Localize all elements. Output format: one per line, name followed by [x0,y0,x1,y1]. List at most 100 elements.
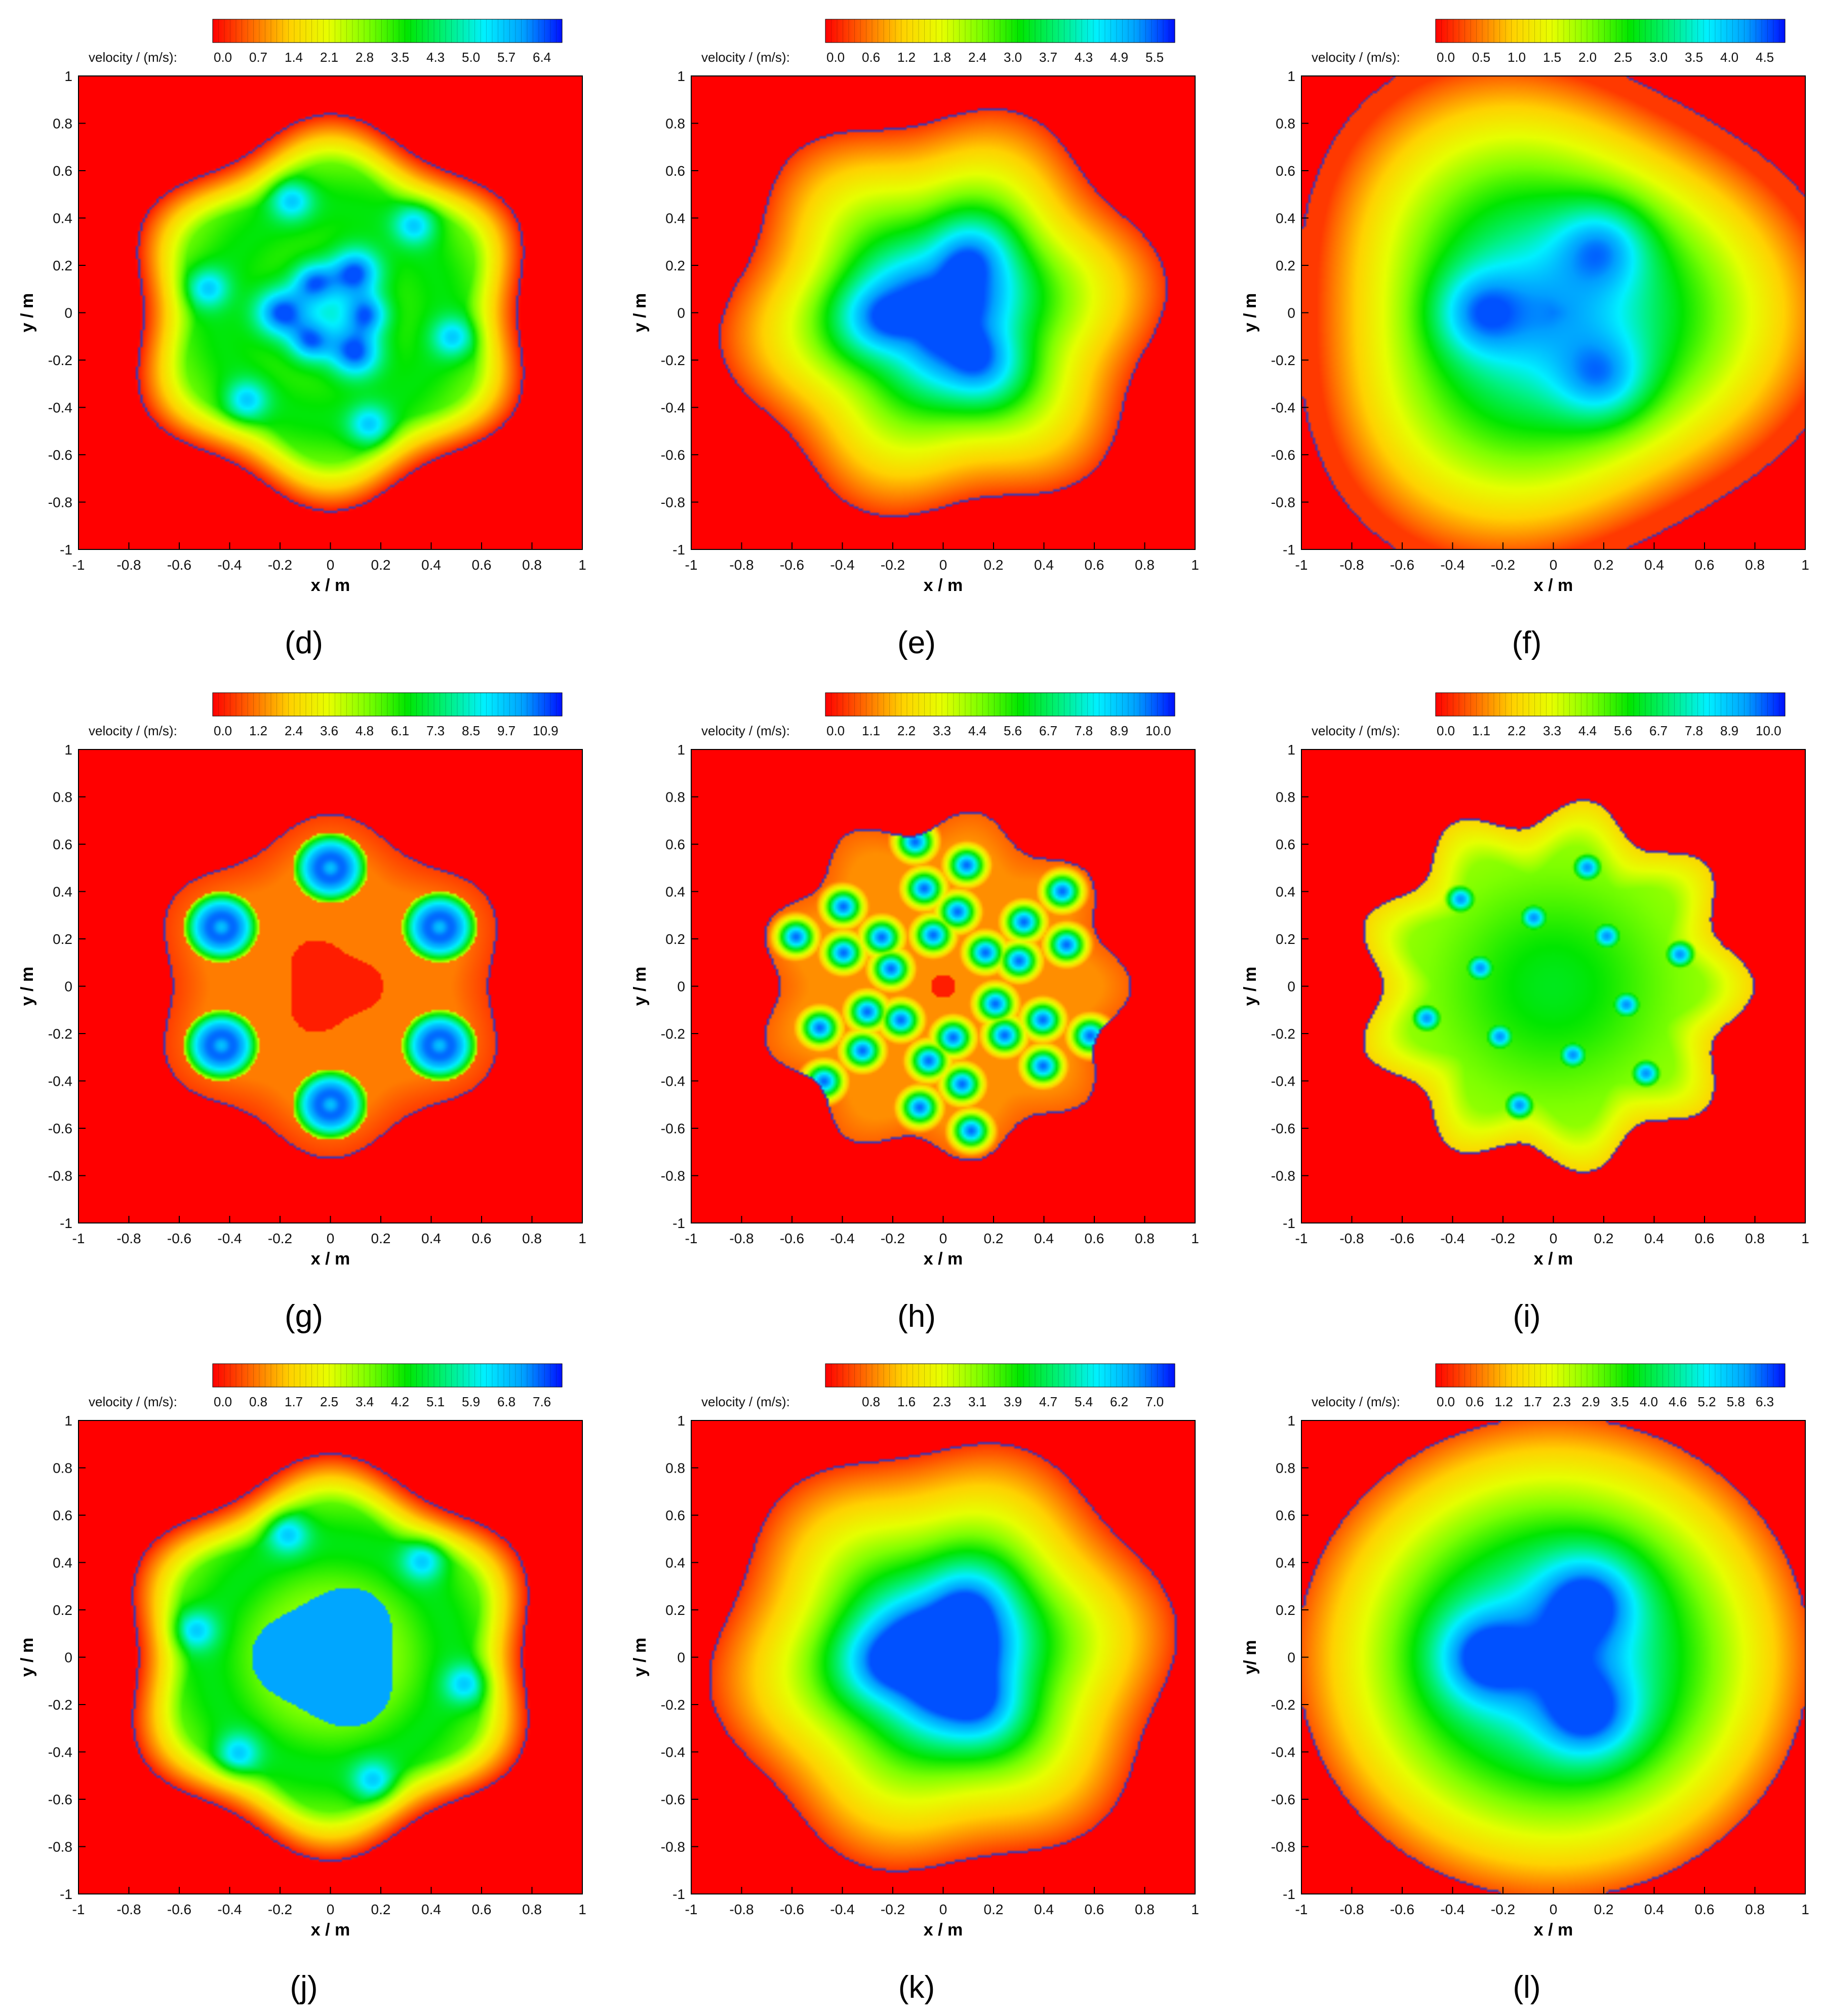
colorbar-tick-label: 2.2 [1508,723,1526,738]
y-tick-label: -0.4 [48,1745,72,1760]
y-tick-label: -0.6 [1271,1121,1295,1136]
colorbar-tick-label: 10.0 [1145,723,1171,738]
x-tick-label: -0.4 [217,1902,242,1917]
colorbar [825,692,1175,717]
colorbar-tick-label: 0.6 [862,50,880,65]
velocity-field [78,749,582,1223]
y-tick-label: 1 [1287,68,1295,84]
y-tick-label: -0.2 [661,1026,685,1042]
y-tick-label: 0.6 [1276,1508,1295,1523]
y-tick-label: -0.8 [661,1839,685,1855]
x-tick-label: 0.6 [1695,1902,1715,1917]
x-tick-label: -1 [72,557,85,573]
y-tick-label: -0.6 [48,447,72,463]
y-tick-label: -0.4 [661,1074,685,1089]
colorbar-tick-label: 0.8 [862,1394,880,1409]
colorbar-tick-label: 1.2 [1495,1394,1513,1409]
colorbar-tick-label: 0.0 [826,50,845,65]
x-tick-label: 0.6 [1085,557,1104,573]
y-tick-label: -0.2 [48,1026,72,1042]
velocity-field [1301,1420,1805,1894]
velocity-field [1301,749,1805,1223]
x-tick-label: 0.6 [472,1902,492,1917]
colorbar-tick-label: 5.2 [1697,1394,1716,1409]
y-tick-label: -0.2 [48,352,72,368]
x-axis-label: x / m [924,576,963,595]
x-tick-label: -0.8 [1339,1231,1364,1246]
velocity-field [78,1420,582,1894]
y-tick-label: 0.4 [665,211,685,226]
colorbar-tick-label: 6.7 [1039,723,1057,738]
colorbar-tick-label: 6.3 [1756,1394,1774,1409]
colorbar-tick-label: 10.9 [533,723,559,738]
y-tick-label: 0.2 [53,258,72,273]
x-tick-label: -0.4 [830,557,854,573]
y-tick-label: 0.2 [665,931,685,947]
colorbar [825,19,1175,43]
x-tick-label: -0.2 [881,1231,905,1246]
x-tick-label: 0.2 [1594,1231,1614,1246]
y-tick-label: 0.8 [53,1460,72,1476]
x-tick-label: 1 [578,1902,586,1917]
y-axis-label: y / m [1241,967,1260,1006]
y-tick-label: -0.2 [661,352,685,368]
x-tick-label: -0.2 [268,1231,292,1246]
colorbar-tick-label: 2.5 [1614,50,1632,65]
x-tick-label: -0.8 [116,557,141,573]
x-tick-label: 0.8 [1135,1902,1155,1917]
x-tick-label: -0.6 [780,1902,804,1917]
panel-label: (d) [285,625,323,660]
y-tick-label: 0.8 [53,789,72,805]
y-tick-label: -0.8 [48,1168,72,1184]
x-tick-label: 1 [578,1231,586,1246]
colorbar-tick-label: 7.8 [1075,723,1093,738]
panel-label: (i) [1513,1299,1540,1334]
y-tick-label: 0 [1287,979,1295,995]
colorbar-tick-label: 5.6 [1004,723,1022,738]
panel-e: velocity / (m/s): 0.0 0.6 1.2 1.8 2.4 3.0 3.7 4.… [630,19,1199,660]
y-tick-label: -0.6 [661,1792,685,1807]
y-tick-label: -0.4 [48,400,72,416]
y-tick-label: 0.6 [53,163,72,179]
x-tick-label: 0.4 [1644,1902,1664,1917]
x-tick-label: 1 [578,557,586,573]
colorbar-tick-label: 4.0 [1720,50,1738,65]
x-tick-label: 0.4 [1644,557,1664,573]
y-tick-label: 1 [677,1413,685,1429]
colorbar-tick-label: 6.4 [533,50,551,65]
y-tick-label: 0.4 [665,884,685,900]
x-tick-label: -0.6 [1390,557,1414,573]
colorbar-tick-label: 3.6 [320,723,338,738]
colorbar-tick-label: 6.2 [1110,1394,1128,1409]
x-tick-label: 0.8 [1135,1231,1155,1246]
panel-label: (g) [285,1299,323,1334]
x-tick-label: 0.8 [1745,1231,1765,1246]
y-tick-label: -0.8 [1271,1168,1295,1184]
y-tick-label: 1 [64,742,72,758]
y-tick-label: 0.4 [53,884,72,900]
x-tick-label: 0.6 [1695,557,1715,573]
y-tick-label: 0.8 [1276,789,1295,805]
x-tick-label: -1 [72,1231,85,1246]
y-tick-label: -0.8 [1271,495,1295,510]
y-tick-label: 1 [677,742,685,758]
panel-label: (f) [1512,625,1542,660]
colorbar-tick-label: 0.0 [214,50,232,65]
x-tick-label: -0.6 [167,1902,191,1917]
colorbar [1435,19,1786,43]
colorbar-tick-label: 8.9 [1110,723,1128,738]
x-tick-label: 0.2 [1594,1902,1614,1917]
y-tick-label: -0.4 [1271,400,1295,416]
colorbar-tick-label: 5.5 [1145,50,1164,65]
colorbar-tick-label: 3.5 [391,50,409,65]
panel-j: velocity / (m/s): 0.0 0.8 1.7 2.5 3.4 4.2 5.1 5.… [18,1363,586,2005]
colorbar-tick-label: 4.9 [1110,50,1128,65]
colorbar-tick-label: 5.8 [1727,1394,1745,1409]
y-tick-label: -1 [672,1886,685,1902]
x-tick-label: 0.8 [1745,1902,1765,1917]
colorbar-label: velocity / (m/s): [89,50,177,65]
x-tick-label: -0.6 [1390,1231,1414,1246]
colorbar-tick-label: 0.0 [1437,723,1455,738]
colorbar-label: velocity / (m/s): [1312,50,1400,65]
